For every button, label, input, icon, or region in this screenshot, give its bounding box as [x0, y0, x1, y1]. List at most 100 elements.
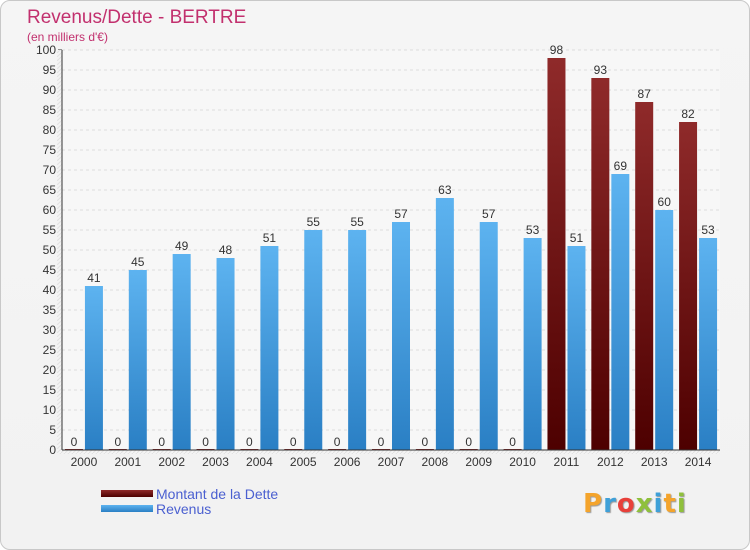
x-tick-label: 2012 [597, 455, 624, 469]
bar-revenus [567, 246, 586, 450]
bar-revenus [435, 198, 454, 450]
legend-swatch-revenus [101, 505, 153, 512]
x-tick-label: 2002 [158, 455, 185, 469]
chart-subtitle: (en milliers d'€) [27, 30, 108, 44]
y-tick-label: 65 [43, 183, 57, 197]
legend-label-revenus: Revenus [156, 501, 212, 517]
data-label-revenus: 57 [394, 207, 408, 221]
y-tick-label: 10 [43, 403, 57, 417]
bar-revenus [392, 222, 410, 450]
bar-revenus [523, 238, 542, 450]
y-tick-label: 55 [43, 223, 57, 237]
y-tick-label: 100 [36, 43, 56, 57]
data-label-revenus: 51 [570, 231, 584, 245]
y-axis-ticks: 0 5 10 15 20 25 30 35 40 45 50 55 60 65 70 75 80 85 90 95 10… [36, 43, 63, 457]
y-tick-label: 30 [43, 323, 57, 337]
data-label-dette: 0 [246, 435, 253, 449]
x-tick-label: 2014 [685, 455, 712, 469]
proxiti-logo: Proxiti [583, 489, 687, 519]
bar-revenus [260, 246, 279, 450]
bar-revenus [216, 258, 235, 450]
data-label-dette: 0 [422, 435, 429, 449]
data-label-dette: 0 [465, 435, 472, 449]
data-label-dette: 0 [509, 435, 516, 449]
x-tick-label: 2010 [509, 455, 536, 469]
data-label-revenus: 48 [219, 243, 233, 257]
bars [64, 58, 718, 450]
y-tick-label: 85 [43, 103, 57, 117]
x-axis-band [57, 450, 720, 454]
x-tick-label: 2006 [334, 455, 361, 469]
data-label-revenus: 60 [658, 195, 672, 209]
data-label-dette: 82 [681, 107, 695, 121]
y-tick-label: 90 [43, 83, 57, 97]
data-label-revenus: 57 [482, 207, 496, 221]
legend-label-debt: Montant de la Dette [156, 486, 279, 502]
bar-dette [591, 78, 610, 450]
bar-revenus [128, 270, 147, 450]
data-label-dette: 87 [638, 87, 652, 101]
y-tick-label: 80 [43, 123, 57, 137]
bar-revenus [84, 286, 103, 450]
y-tick-label: 15 [43, 383, 57, 397]
bar-revenus [479, 222, 498, 450]
data-label-dette: 0 [71, 435, 78, 449]
bar-revenus [172, 254, 191, 450]
x-tick-label: 2007 [378, 455, 405, 469]
data-label-revenus: 69 [614, 159, 628, 173]
y-tick-label: 5 [49, 423, 56, 437]
y-tick-label: 25 [43, 343, 57, 357]
y-tick-label: 60 [43, 203, 57, 217]
x-tick-label: 2008 [422, 455, 449, 469]
x-axis-ticks: 2000 2001 2002 2003 2004 2005 2006 2007 2008 2009… [57, 449, 720, 469]
x-tick-label: 2004 [246, 455, 273, 469]
bar-revenus [348, 230, 367, 450]
bar-revenus [699, 238, 718, 450]
y-tick-label: 20 [43, 363, 57, 377]
data-label-revenus: 53 [701, 223, 715, 237]
data-label-revenus: 55 [307, 215, 321, 229]
y-tick-label: 50 [43, 243, 57, 257]
data-label-dette: 0 [158, 435, 165, 449]
bar-revenus [655, 210, 674, 450]
bar-dette [547, 58, 566, 450]
bar-revenus [304, 230, 323, 450]
data-label-dette: 98 [550, 43, 564, 57]
data-label-revenus: 55 [350, 215, 364, 229]
bar-revenus [611, 174, 630, 450]
data-label-dette: 0 [202, 435, 209, 449]
data-label-revenus: 63 [438, 183, 452, 197]
y-tick-label: 95 [43, 63, 57, 77]
data-label-revenus: 51 [263, 231, 277, 245]
bar-dette [679, 122, 698, 450]
x-tick-label: 2011 [554, 455, 580, 469]
y-tick-label: 35 [43, 303, 57, 317]
data-label-dette: 0 [378, 435, 385, 449]
y-tick-label: 75 [43, 143, 57, 157]
y-tick-label: 0 [49, 443, 56, 457]
x-tick-label: 2013 [641, 455, 668, 469]
y-axis-band [57, 50, 62, 450]
data-label-revenus: 49 [175, 239, 189, 253]
data-label-dette: 0 [114, 435, 121, 449]
data-label-revenus: 53 [526, 223, 540, 237]
x-tick-label: 2009 [465, 455, 492, 469]
data-label-dette: 93 [594, 63, 608, 77]
y-tick-label: 45 [43, 263, 57, 277]
x-tick-label: 2000 [71, 455, 98, 469]
x-tick-label: 2003 [202, 455, 229, 469]
legend-swatch-debt [101, 490, 153, 497]
x-tick-label: 2001 [114, 455, 141, 469]
data-label-revenus: 45 [131, 255, 145, 269]
data-label-dette: 0 [334, 435, 341, 449]
y-tick-label: 70 [43, 163, 57, 177]
bar-dette [635, 102, 654, 450]
grid-lines [62, 49, 720, 451]
data-labels: 0 41 0 45 0 49 0 48 0 51 0 55 0 55 0 57 0 63 0 57 0 53 98 51 93 6… [71, 43, 715, 449]
y-tick-label: 40 [43, 283, 57, 297]
x-tick-label: 2005 [290, 455, 317, 469]
data-label-dette: 0 [290, 435, 297, 449]
chart-title: Revenus/Dette - BERTRE [27, 7, 247, 28]
